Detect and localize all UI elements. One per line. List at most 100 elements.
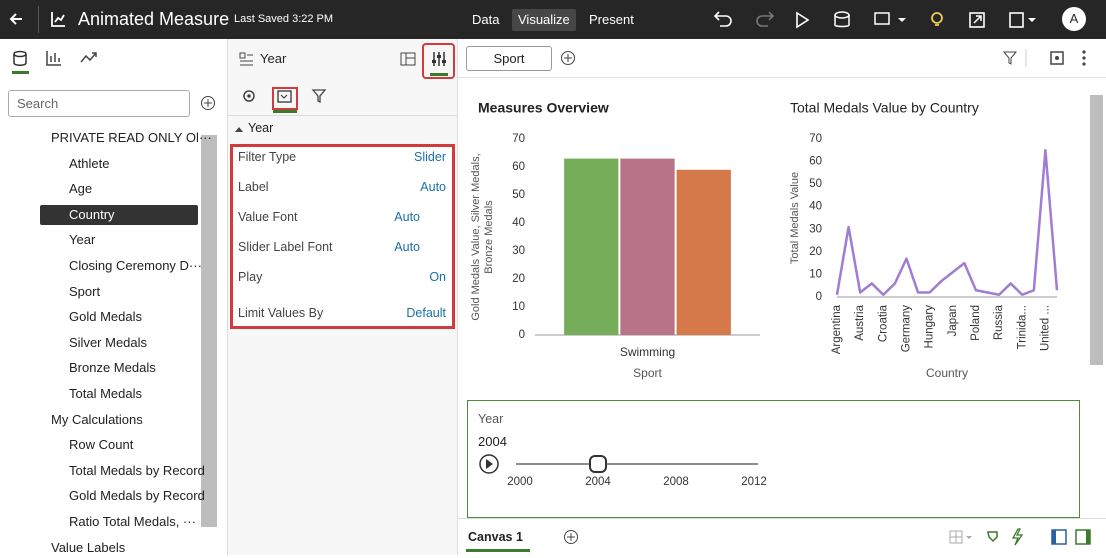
property-label: Play <box>238 270 263 284</box>
x-tick-label: Japan <box>947 305 959 336</box>
x-tick-label: United ... <box>1039 305 1051 351</box>
preview[interactable] <box>796 11 810 29</box>
tree-item[interactable]: Bronze Medals <box>69 360 156 376</box>
x-axis-label: Country <box>926 366 968 380</box>
property-row: Value Font Auto <box>236 210 446 226</box>
property-row: Filter Type Slider <box>236 150 446 166</box>
avatar[interactable]: A <box>1062 7 1086 31</box>
x-tick-label: Croatia <box>877 304 889 342</box>
property-value[interactable]: Slider <box>414 150 446 164</box>
x-tick-label: Germany <box>901 305 913 353</box>
x-tick-label: Russia <box>993 304 1005 340</box>
x-tick-label: Hungary <box>924 305 936 349</box>
property-value[interactable]: Default <box>406 306 446 320</box>
tree-item[interactable]: Age <box>69 181 93 197</box>
slider-tick-label: 2012 <box>741 476 767 488</box>
canvas-toolbar: Sport <box>458 39 1106 78</box>
nav-tab[interactable]: Present <box>589 12 634 27</box>
y-tick-label: 40 <box>809 201 822 213</box>
tree-item[interactable]: Gold Medals <box>69 309 142 325</box>
properties-tab[interactable] <box>430 51 448 77</box>
last-saved: Last Saved 3:22 PM <box>234 13 334 25</box>
properties-panel: Year Year Filter Type Slider Label Auto Valu… <box>228 39 458 555</box>
tree-item[interactable]: Country <box>69 206 115 222</box>
y-tick-label: 60 <box>512 161 525 173</box>
chart-title: Measures Overview <box>478 100 609 116</box>
tree-item[interactable]: Year <box>69 232 96 248</box>
tree-item[interactable]: Value Labels <box>51 539 126 555</box>
play-button[interactable] <box>479 454 499 474</box>
workbook-title: Animated Measure <box>78 9 230 29</box>
y-tick-label: 20 <box>512 273 525 285</box>
workbook-icon <box>51 12 65 27</box>
slider-thumb[interactable] <box>589 455 607 473</box>
property-value[interactable]: On <box>429 270 446 284</box>
top-bar: Animated Measure Last Saved 3:22 PM A Da… <box>0 0 1106 39</box>
add-data[interactable] <box>200 95 216 111</box>
tree-item[interactable]: Total Medals by Record <box>69 462 205 478</box>
slider-label: Year <box>478 412 504 426</box>
y-tick-label: 20 <box>809 246 822 258</box>
y-tick-label: 0 <box>816 291 822 303</box>
y-tick-label: 40 <box>512 217 525 229</box>
property-value[interactable]: Auto <box>394 210 420 224</box>
property-row: Label Auto <box>236 180 446 196</box>
tree-item[interactable]: Closing Ceremony D··· <box>69 258 202 273</box>
property-row: Play On <box>236 270 446 286</box>
y-axis-label-box: Gold Medals Value, Silver Medals, Bronze… <box>470 153 495 320</box>
undo[interactable] <box>713 11 732 27</box>
search-box[interactable]: Search <box>8 90 190 117</box>
charts: Measures Overview 0 10 20 30 40 50 60 70 Sport Gol… <box>470 100 1059 380</box>
property-label: Value Font <box>238 210 298 224</box>
tree-item[interactable]: Total Medals <box>69 386 142 401</box>
add-canvas[interactable] <box>563 529 579 545</box>
property-row: Slider Label Font Auto <box>236 240 446 256</box>
nav-tab[interactable]: Visualize <box>512 9 576 31</box>
tree-item[interactable]: Athlete <box>69 155 110 171</box>
slider-viz: Year 2004 2000 2004 2008 2012 <box>467 400 1080 518</box>
nav-tab[interactable]: Data <box>472 12 500 27</box>
tree-item[interactable]: My Calculations <box>51 411 143 427</box>
property-value[interactable]: Auto <box>420 180 446 194</box>
footer-icons <box>949 528 1091 546</box>
property-label: Slider Label Font <box>238 240 333 254</box>
property-label: Limit Values By <box>238 306 324 320</box>
highlight <box>422 43 455 79</box>
tree-item[interactable]: Row Count <box>69 437 134 453</box>
slider-value: 2004 <box>478 434 507 449</box>
x-tick-label: Austria <box>854 304 866 340</box>
canvas-icons <box>1002 49 1086 67</box>
tree-item[interactable]: Silver Medals <box>69 334 148 350</box>
bar <box>620 158 675 335</box>
y-tick-label: 10 <box>512 301 525 313</box>
slider-tick-label: 2008 <box>663 476 689 488</box>
grammar-icon <box>239 52 253 66</box>
canvas-scrollbar <box>1090 95 1103 365</box>
property-value[interactable]: Auto <box>394 240 420 254</box>
slider: 2000 2004 2008 2012 <box>479 454 767 488</box>
layout-icon[interactable] <box>400 51 416 67</box>
scrollbar <box>201 135 217 527</box>
y-tick-label: 10 <box>809 268 822 280</box>
panel-title: Year <box>260 51 287 66</box>
y-tick-label: 30 <box>512 245 525 257</box>
chart-title: Total Medals Value by Country <box>790 100 979 116</box>
selected-row <box>40 204 198 225</box>
tree-item[interactable]: PRIVATE READ ONLY Ol··· <box>51 130 212 145</box>
add-filter[interactable] <box>560 50 576 66</box>
tree-item[interactable]: Sport <box>69 283 101 299</box>
y-tick-label: 50 <box>512 189 525 201</box>
tree-item[interactable]: Gold Medals by Record <box>69 488 205 504</box>
tree-item[interactable]: Ratio Total Medals, ··· <box>69 514 196 529</box>
section-title: Year <box>248 121 274 135</box>
slider-tick-label: 2000 <box>507 476 533 488</box>
canvas-tab[interactable]: Canvas 1 <box>468 530 523 544</box>
back-button[interactable] <box>8 11 24 27</box>
y-tick-label: 70 <box>809 133 822 145</box>
filter-chip[interactable]: Sport <box>466 46 552 71</box>
y-tick-label: 50 <box>809 178 822 190</box>
highlight-box <box>230 144 455 329</box>
redo[interactable] <box>756 11 775 27</box>
y-tick-label: 0 <box>519 329 525 341</box>
bar <box>676 169 731 335</box>
